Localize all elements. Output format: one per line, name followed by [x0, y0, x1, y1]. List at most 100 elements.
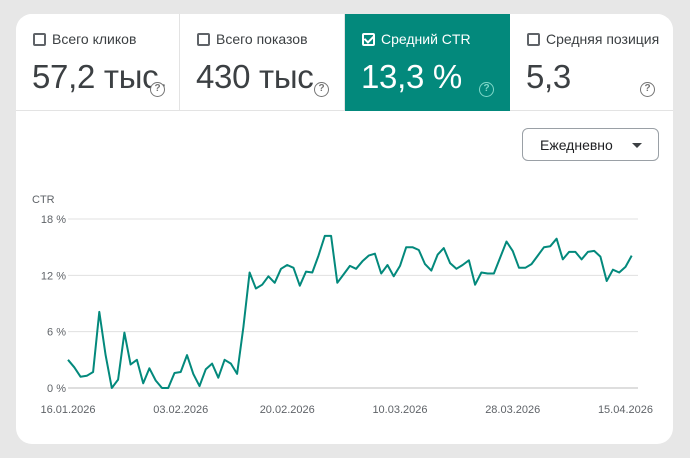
data-point[interactable] — [572, 249, 578, 255]
data-point[interactable] — [466, 257, 472, 263]
data-point[interactable] — [579, 256, 585, 262]
data-point[interactable] — [566, 249, 572, 255]
clicks-checkbox[interactable] — [33, 33, 46, 46]
data-point[interactable] — [297, 283, 303, 289]
data-point[interactable] — [623, 264, 629, 270]
data-point[interactable] — [341, 271, 347, 277]
data-point[interactable] — [510, 248, 516, 254]
data-point[interactable] — [115, 377, 121, 383]
data-point[interactable] — [541, 244, 547, 250]
data-point[interactable] — [165, 385, 171, 391]
help-icon[interactable]: ? — [640, 82, 655, 97]
data-point[interactable] — [516, 265, 522, 271]
data-point[interactable] — [197, 383, 203, 389]
data-point[interactable] — [328, 233, 334, 239]
data-point[interactable] — [447, 260, 453, 266]
metric-tile-impressions[interactable]: Всего показов 430 тыс. ? — [180, 14, 345, 111]
data-point[interactable] — [134, 357, 140, 363]
data-point[interactable] — [554, 236, 560, 242]
data-point[interactable] — [222, 357, 228, 363]
data-point[interactable] — [322, 233, 328, 239]
help-icon[interactable]: ? — [314, 82, 329, 97]
data-point[interactable] — [610, 267, 616, 273]
data-point[interactable] — [121, 330, 127, 336]
data-point[interactable] — [291, 265, 297, 271]
data-point[interactable] — [240, 324, 246, 330]
metric-tile-position[interactable]: Средняя позиция 5,3 ? — [510, 14, 673, 111]
data-point[interactable] — [140, 380, 146, 386]
data-point[interactable] — [522, 265, 528, 271]
data-point[interactable] — [435, 252, 441, 258]
data-point[interactable] — [203, 366, 209, 372]
data-point[interactable] — [109, 385, 115, 391]
data-point[interactable] — [428, 268, 434, 274]
data-point[interactable] — [535, 253, 541, 259]
data-point[interactable] — [585, 249, 591, 255]
data-point[interactable] — [334, 280, 340, 286]
data-point[interactable] — [278, 266, 284, 272]
data-point[interactable] — [478, 270, 484, 276]
data-point[interactable] — [215, 375, 221, 381]
data-point[interactable] — [391, 273, 397, 279]
data-point[interactable] — [616, 270, 622, 276]
data-point[interactable] — [359, 258, 365, 264]
data-point[interactable] — [71, 364, 77, 370]
data-point[interactable] — [485, 271, 491, 277]
data-point[interactable] — [372, 251, 378, 257]
data-point[interactable] — [209, 361, 215, 367]
metric-tile-ctr[interactable]: Средний CTR 13,3 % ? — [345, 14, 510, 111]
data-point[interactable] — [347, 263, 353, 269]
data-point[interactable] — [410, 244, 416, 250]
data-point[interactable] — [560, 256, 566, 262]
ctr-checkbox[interactable] — [362, 33, 375, 46]
data-point[interactable] — [591, 248, 597, 254]
data-point[interactable] — [184, 352, 190, 358]
data-point[interactable] — [153, 378, 159, 384]
period-select[interactable]: Ежедневно — [522, 128, 659, 161]
data-point[interactable] — [397, 263, 403, 269]
data-point[interactable] — [253, 286, 259, 292]
data-point[interactable] — [228, 361, 234, 367]
help-icon[interactable]: ? — [150, 82, 165, 97]
data-point[interactable] — [146, 365, 152, 371]
data-point[interactable] — [366, 253, 372, 259]
position-checkbox[interactable] — [527, 33, 540, 46]
data-point[interactable] — [128, 362, 134, 368]
data-point[interactable] — [265, 273, 271, 279]
data-point[interactable] — [159, 385, 165, 391]
data-point[interactable] — [234, 371, 240, 377]
data-point[interactable] — [103, 352, 109, 358]
data-point[interactable] — [96, 309, 102, 315]
data-point[interactable] — [172, 370, 178, 376]
metric-tile-clicks[interactable]: Всего кликов 57,2 тыс. ? — [16, 14, 180, 111]
data-point[interactable] — [604, 278, 610, 284]
data-point[interactable] — [504, 239, 510, 245]
data-point[interactable] — [353, 266, 359, 272]
help-icon[interactable]: ? — [479, 82, 494, 97]
data-point[interactable] — [453, 266, 459, 272]
data-point[interactable] — [84, 373, 90, 379]
data-point[interactable] — [416, 247, 422, 253]
data-point[interactable] — [309, 270, 315, 276]
data-point[interactable] — [547, 243, 553, 249]
data-point[interactable] — [247, 270, 253, 276]
data-point[interactable] — [529, 261, 535, 267]
data-point[interactable] — [497, 255, 503, 261]
data-point[interactable] — [385, 262, 391, 268]
data-point[interactable] — [403, 244, 409, 250]
data-point[interactable] — [491, 271, 497, 277]
data-point[interactable] — [90, 369, 96, 375]
impressions-checkbox[interactable] — [197, 33, 210, 46]
data-point[interactable] — [190, 371, 196, 377]
data-point[interactable] — [303, 269, 309, 275]
data-point[interactable] — [629, 253, 635, 259]
data-point[interactable] — [78, 374, 84, 380]
data-point[interactable] — [441, 245, 447, 251]
data-point[interactable] — [272, 280, 278, 286]
data-point[interactable] — [422, 261, 428, 267]
data-point[interactable] — [259, 282, 265, 288]
data-point[interactable] — [178, 369, 184, 375]
data-point[interactable] — [316, 253, 322, 259]
data-point[interactable] — [65, 357, 71, 363]
data-point[interactable] — [378, 271, 384, 277]
